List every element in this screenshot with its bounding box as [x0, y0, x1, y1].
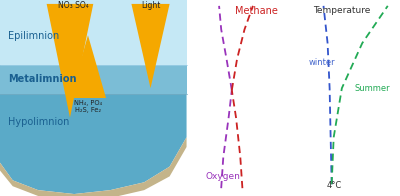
Text: NH₄, PO₄
H₂S, Fe₂: NH₄, PO₄ H₂S, Fe₂ [74, 100, 102, 113]
Polygon shape [70, 35, 106, 98]
Text: Epilimnion: Epilimnion [8, 31, 60, 41]
Text: Methane: Methane [235, 6, 278, 16]
Polygon shape [47, 4, 93, 118]
Text: 4°C: 4°C [326, 181, 342, 190]
Polygon shape [0, 0, 186, 65]
Text: Oxygen: Oxygen [205, 172, 240, 181]
Text: Metalimnion: Metalimnion [8, 74, 77, 84]
Polygon shape [132, 4, 170, 88]
Text: winter: winter [308, 58, 335, 67]
Polygon shape [0, 137, 186, 196]
Text: Summer: Summer [354, 84, 390, 93]
Text: Light: Light [141, 1, 160, 10]
Polygon shape [0, 94, 186, 194]
Polygon shape [0, 65, 186, 94]
Text: Hypolimnion: Hypolimnion [8, 116, 70, 127]
Text: NO₃ SO₄: NO₃ SO₄ [58, 1, 89, 10]
Text: Temperature: Temperature [313, 6, 371, 15]
